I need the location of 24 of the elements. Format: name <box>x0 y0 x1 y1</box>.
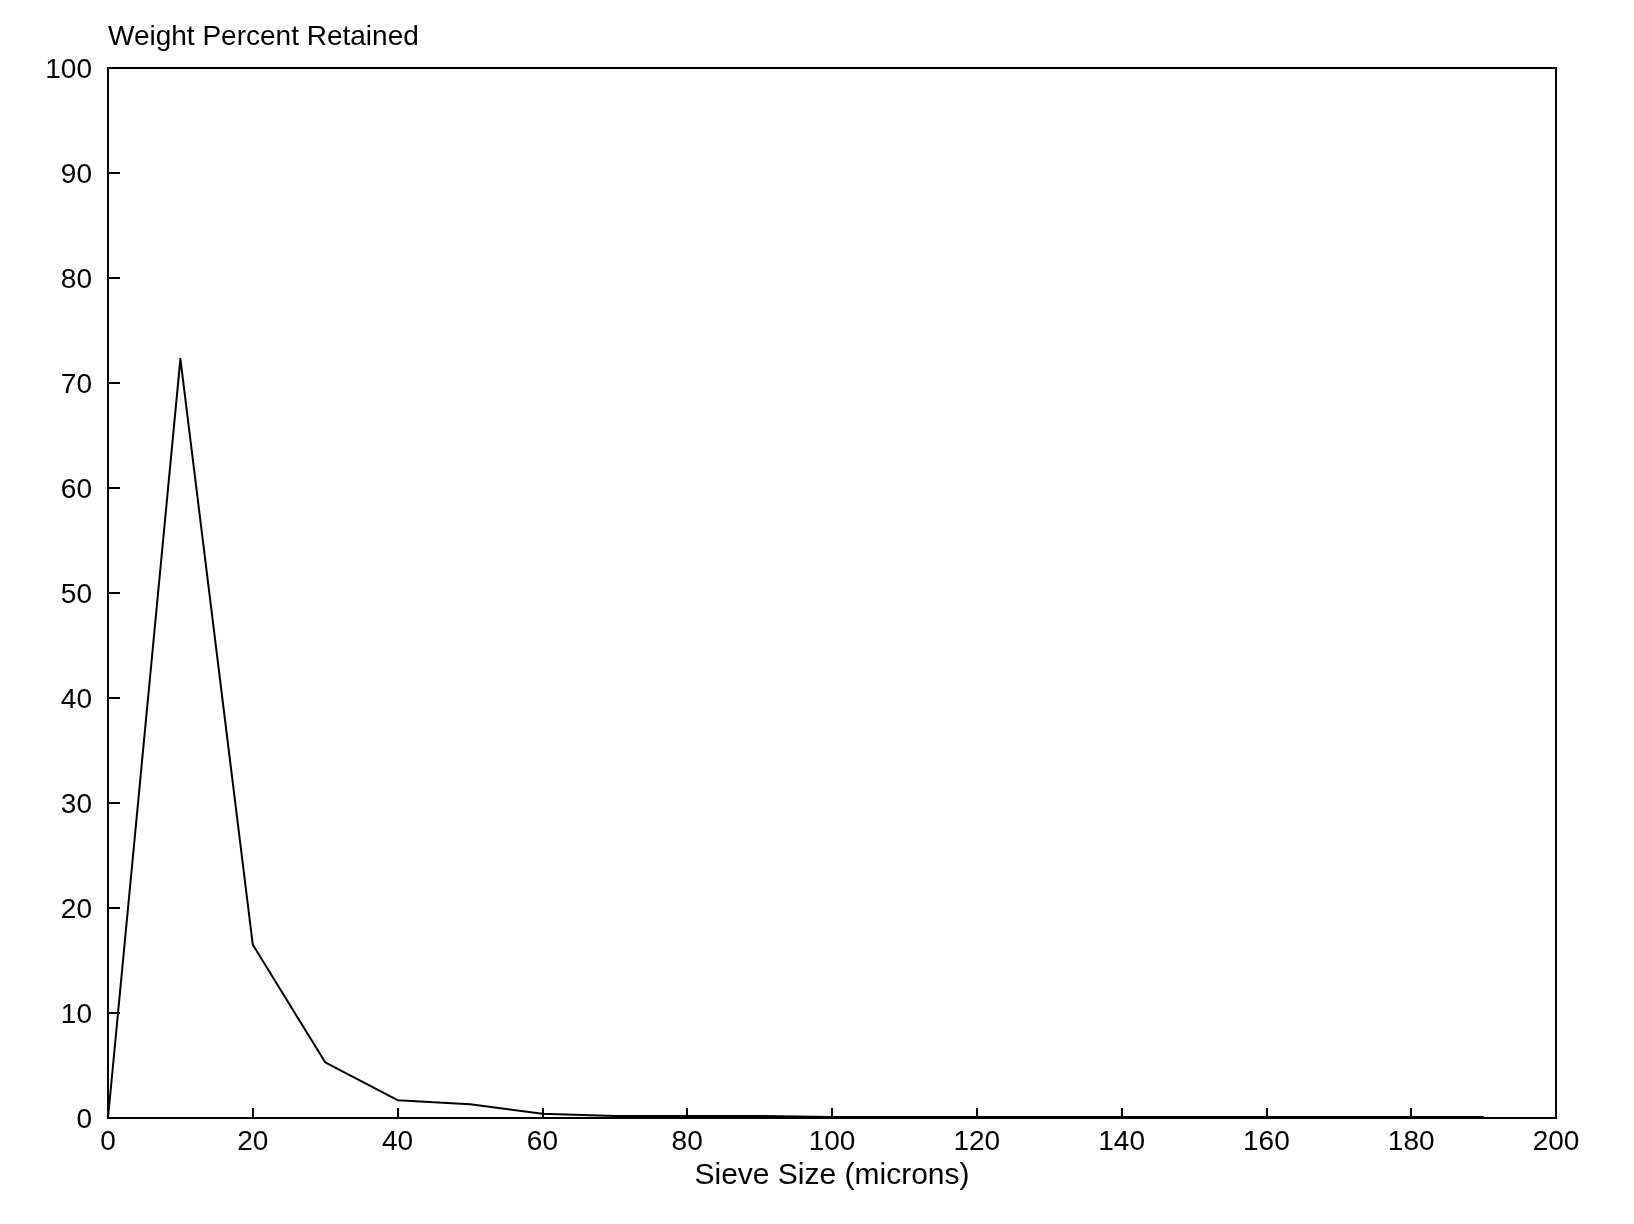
x-tick-label: 60 <box>526 1124 558 1156</box>
y-tick-label: 30 <box>60 787 92 819</box>
x-tick-label: 80 <box>671 1124 703 1156</box>
x-tick-label: 20 <box>237 1124 269 1156</box>
x-tick-label: 40 <box>382 1124 414 1156</box>
y-tick-label: 20 <box>60 892 92 924</box>
x-tick-label: 200 <box>1532 1124 1580 1156</box>
y-tick-label: 80 <box>60 262 92 294</box>
y-tick-label: 100 <box>45 52 92 84</box>
x-tick-label: 160 <box>1243 1124 1290 1156</box>
x-tick-label: 180 <box>1387 1124 1435 1156</box>
y-tick-label: 0 <box>76 1102 92 1134</box>
x-tick-label: 0 <box>100 1124 116 1156</box>
y-tick-label: 60 <box>60 472 92 504</box>
y-tick-label: 90 <box>60 157 92 189</box>
x-tick-label: 100 <box>808 1124 856 1156</box>
y-tick-label: 50 <box>60 577 92 609</box>
y-tick-label: 40 <box>60 682 92 714</box>
y-tick-label: 70 <box>60 367 92 399</box>
y-tick-label: 10 <box>60 997 92 1029</box>
x-axis-title: Sieve Size (microns) <box>694 1157 970 1191</box>
y-axis-title: Weight Percent Retained <box>108 19 419 51</box>
x-tick-label: 140 <box>1098 1124 1145 1156</box>
x-tick-label: 120 <box>953 1124 1001 1156</box>
